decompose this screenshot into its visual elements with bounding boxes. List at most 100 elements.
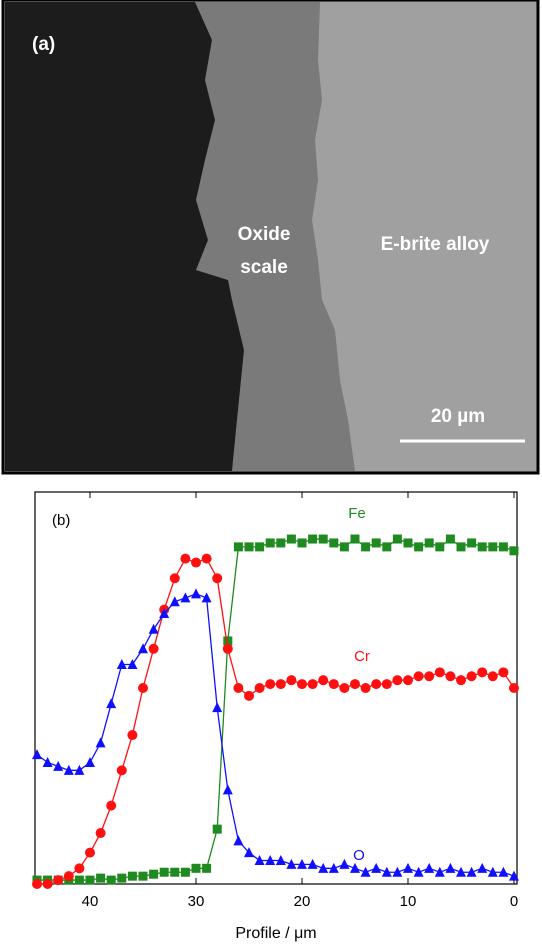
marker <box>233 683 243 693</box>
series-line <box>37 559 514 884</box>
marker <box>180 554 190 564</box>
marker <box>75 876 84 885</box>
marker <box>499 542 508 551</box>
marker <box>223 644 233 654</box>
marker <box>85 848 95 858</box>
panel-label: (a) <box>32 34 55 55</box>
marker <box>191 588 201 598</box>
marker <box>245 542 254 551</box>
marker <box>233 835 243 845</box>
marker <box>445 671 455 681</box>
marker <box>446 535 455 544</box>
marker <box>212 702 222 712</box>
marker <box>382 542 391 551</box>
marker <box>234 542 243 551</box>
marker <box>424 863 434 873</box>
x-tick-label: 10 <box>400 893 417 910</box>
marker <box>202 592 212 602</box>
marker <box>276 679 286 689</box>
marker <box>43 879 53 889</box>
marker <box>213 825 222 834</box>
x-tick-label: 40 <box>82 893 99 910</box>
marker <box>393 535 402 544</box>
marker <box>339 683 349 693</box>
marker <box>138 683 148 693</box>
marker <box>170 573 180 583</box>
marker <box>403 863 413 873</box>
marker <box>509 683 519 693</box>
marker <box>404 538 413 547</box>
marker <box>202 554 212 564</box>
marker <box>350 679 360 689</box>
marker <box>318 675 328 685</box>
marker <box>64 871 74 881</box>
marker <box>53 875 63 885</box>
marker <box>445 863 455 873</box>
marker <box>106 801 116 811</box>
marker <box>127 730 137 740</box>
marker <box>457 542 466 551</box>
series-label: Cr <box>354 648 370 665</box>
marker <box>223 784 233 794</box>
marker <box>319 535 328 544</box>
x-axis-label: Profile / μm <box>235 925 316 942</box>
marker <box>371 679 381 689</box>
series-line <box>37 594 514 876</box>
marker <box>477 667 487 677</box>
marker <box>181 868 190 877</box>
marker <box>244 691 254 701</box>
marker <box>510 546 519 555</box>
marker <box>467 671 477 681</box>
marker <box>149 870 158 879</box>
marker <box>170 596 180 606</box>
marker <box>478 542 487 551</box>
marker <box>43 757 53 767</box>
marker <box>467 538 476 547</box>
panel-label: (b) <box>52 512 70 529</box>
series-label: O <box>353 847 365 864</box>
marker <box>456 675 466 685</box>
page: (a) Oxide scale E-brite alloy 20 µm (b) … <box>0 0 542 945</box>
marker <box>351 535 360 544</box>
marker <box>32 879 42 889</box>
marker <box>266 538 275 547</box>
series-label: Fe <box>348 505 366 522</box>
x-tick-label: 30 <box>188 893 205 910</box>
marker <box>371 863 381 873</box>
marker <box>212 573 222 583</box>
marker <box>329 679 339 689</box>
marker <box>435 542 444 551</box>
marker <box>32 749 42 759</box>
marker <box>128 872 137 881</box>
marker <box>308 679 318 689</box>
marker <box>350 863 360 873</box>
marker <box>382 679 392 689</box>
marker <box>392 675 402 685</box>
marker <box>139 872 148 881</box>
series-line <box>37 539 514 880</box>
marker <box>414 867 424 877</box>
marker <box>276 538 285 547</box>
x-tick-label: 0 <box>510 893 518 910</box>
marker <box>138 643 148 653</box>
marker <box>340 542 349 551</box>
marker <box>96 874 105 883</box>
marker <box>414 671 424 681</box>
marker <box>425 538 434 547</box>
x-tick-label: 20 <box>294 893 311 910</box>
marker <box>74 863 84 873</box>
alloy-label: E-brite alloy <box>381 234 490 255</box>
marker <box>85 757 95 767</box>
marker <box>191 558 201 568</box>
marker <box>286 675 296 685</box>
marker <box>403 675 413 685</box>
plot-frame <box>35 492 517 884</box>
marker <box>107 876 116 885</box>
marker <box>361 683 371 693</box>
marker <box>255 683 265 693</box>
marker <box>372 538 381 547</box>
scale-bar-label: 20 µm <box>431 406 485 427</box>
marker <box>117 765 127 775</box>
marker <box>180 592 190 602</box>
marker <box>53 761 63 771</box>
